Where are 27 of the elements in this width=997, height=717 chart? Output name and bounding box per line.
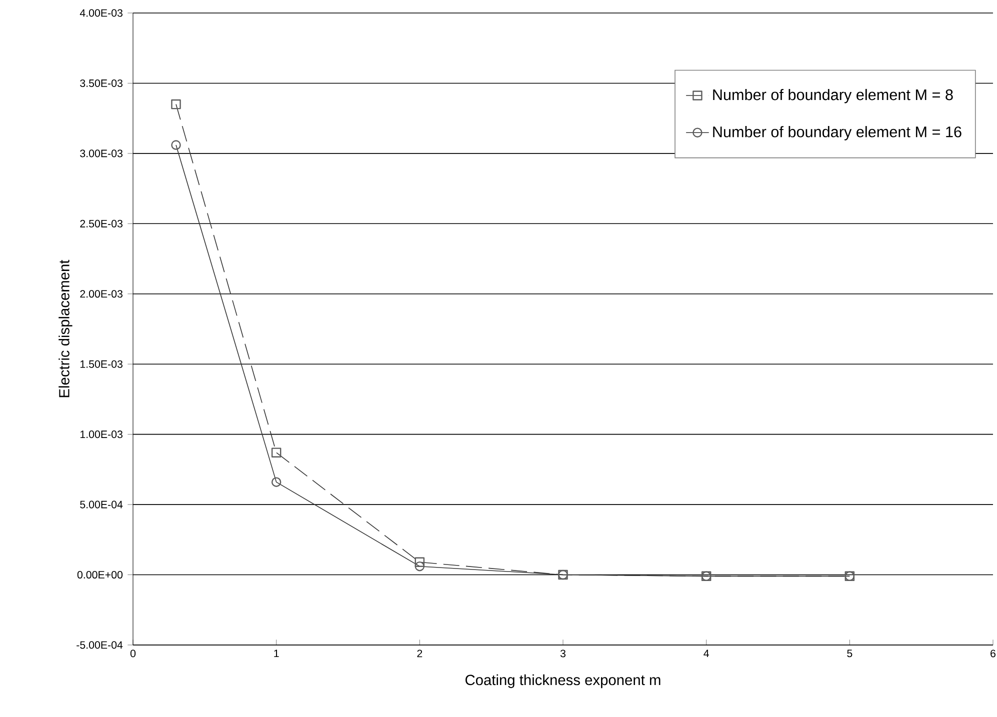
- y-tick-label: 3.50E-03: [80, 79, 122, 87]
- point: [271, 448, 282, 458]
- point: [171, 99, 181, 110]
- x-tick-label: 2: [417, 650, 422, 658]
- x-tick-label: 1: [274, 650, 279, 658]
- y-axis-title: Electric displacement: [58, 260, 72, 398]
- y-tick-label: 4.00E-03: [80, 9, 122, 17]
- x-tick-label: 4: [704, 650, 709, 658]
- x-tick-label: 5: [847, 650, 852, 658]
- point: [414, 561, 425, 572]
- y-tick-label: 2.50E-03: [80, 220, 122, 228]
- point: [271, 477, 282, 487]
- legend-label: Number of boundary element M = 16: [713, 126, 962, 140]
- point: [414, 557, 425, 567]
- y-tick-label: 0.00E+00: [77, 570, 123, 579]
- y-tick-label: 1.50E-03: [80, 360, 122, 368]
- x-axis-title: Coating thickness exponent m: [466, 674, 660, 688]
- x-tick-label: 0: [130, 650, 136, 658]
- y-tick-label: 1.00E-03: [80, 430, 122, 438]
- y-tick-label: -5.00E-04: [76, 641, 123, 649]
- x-tick-label: 3: [560, 650, 566, 658]
- y-tick-label: 3.00E-03: [80, 150, 122, 158]
- point: [171, 140, 181, 150]
- y-tick-label: 2.00E-03: [80, 290, 122, 298]
- legend-label: Number of boundary element M = 8: [713, 88, 953, 104]
- y-tick-label: 5.00E-04: [80, 500, 123, 508]
- x-tick-label: 6: [990, 650, 996, 658]
